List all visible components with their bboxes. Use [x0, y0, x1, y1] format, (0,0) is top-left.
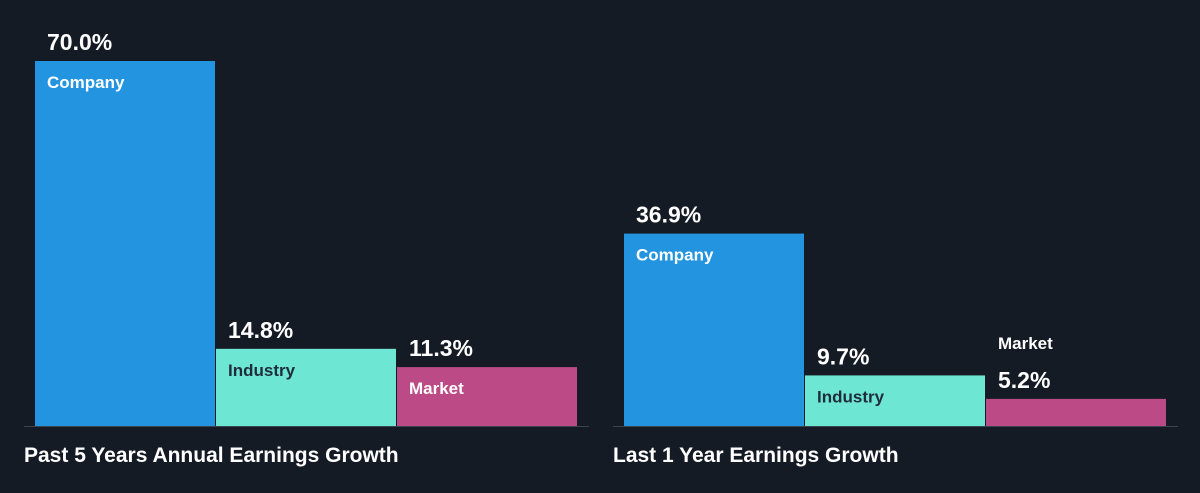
bar-industry-2 — [805, 375, 985, 426]
value-label-market-1: 11.3% — [409, 335, 473, 361]
category-label-company-1: Company — [47, 73, 125, 92]
chart-title-past-5-years: Past 5 Years Annual Earnings Growth — [24, 444, 399, 467]
chart-title-last-1-year: Last 1 Year Earnings Growth — [613, 444, 899, 467]
category-label-industry-1: Industry — [228, 361, 296, 380]
bar-company-2 — [624, 233, 804, 426]
bar-industry-1 — [216, 348, 396, 426]
bar-market-1 — [397, 367, 577, 426]
value-label-company-2: 36.9% — [636, 202, 701, 228]
category-label-industry-2: Industry — [817, 387, 885, 406]
bar-company-1 — [35, 61, 215, 426]
value-label-market-2: 5.2% — [998, 367, 1050, 393]
category-label-market-1: Market — [409, 379, 464, 398]
value-label-industry-1: 14.8% — [228, 317, 293, 343]
category-label-market-2: Market — [998, 334, 1053, 353]
category-label-company-2: Company — [636, 246, 714, 265]
value-label-industry-2: 9.7% — [817, 343, 869, 369]
bar-market-2 — [986, 398, 1166, 426]
value-label-company-1: 70.0% — [47, 29, 112, 55]
